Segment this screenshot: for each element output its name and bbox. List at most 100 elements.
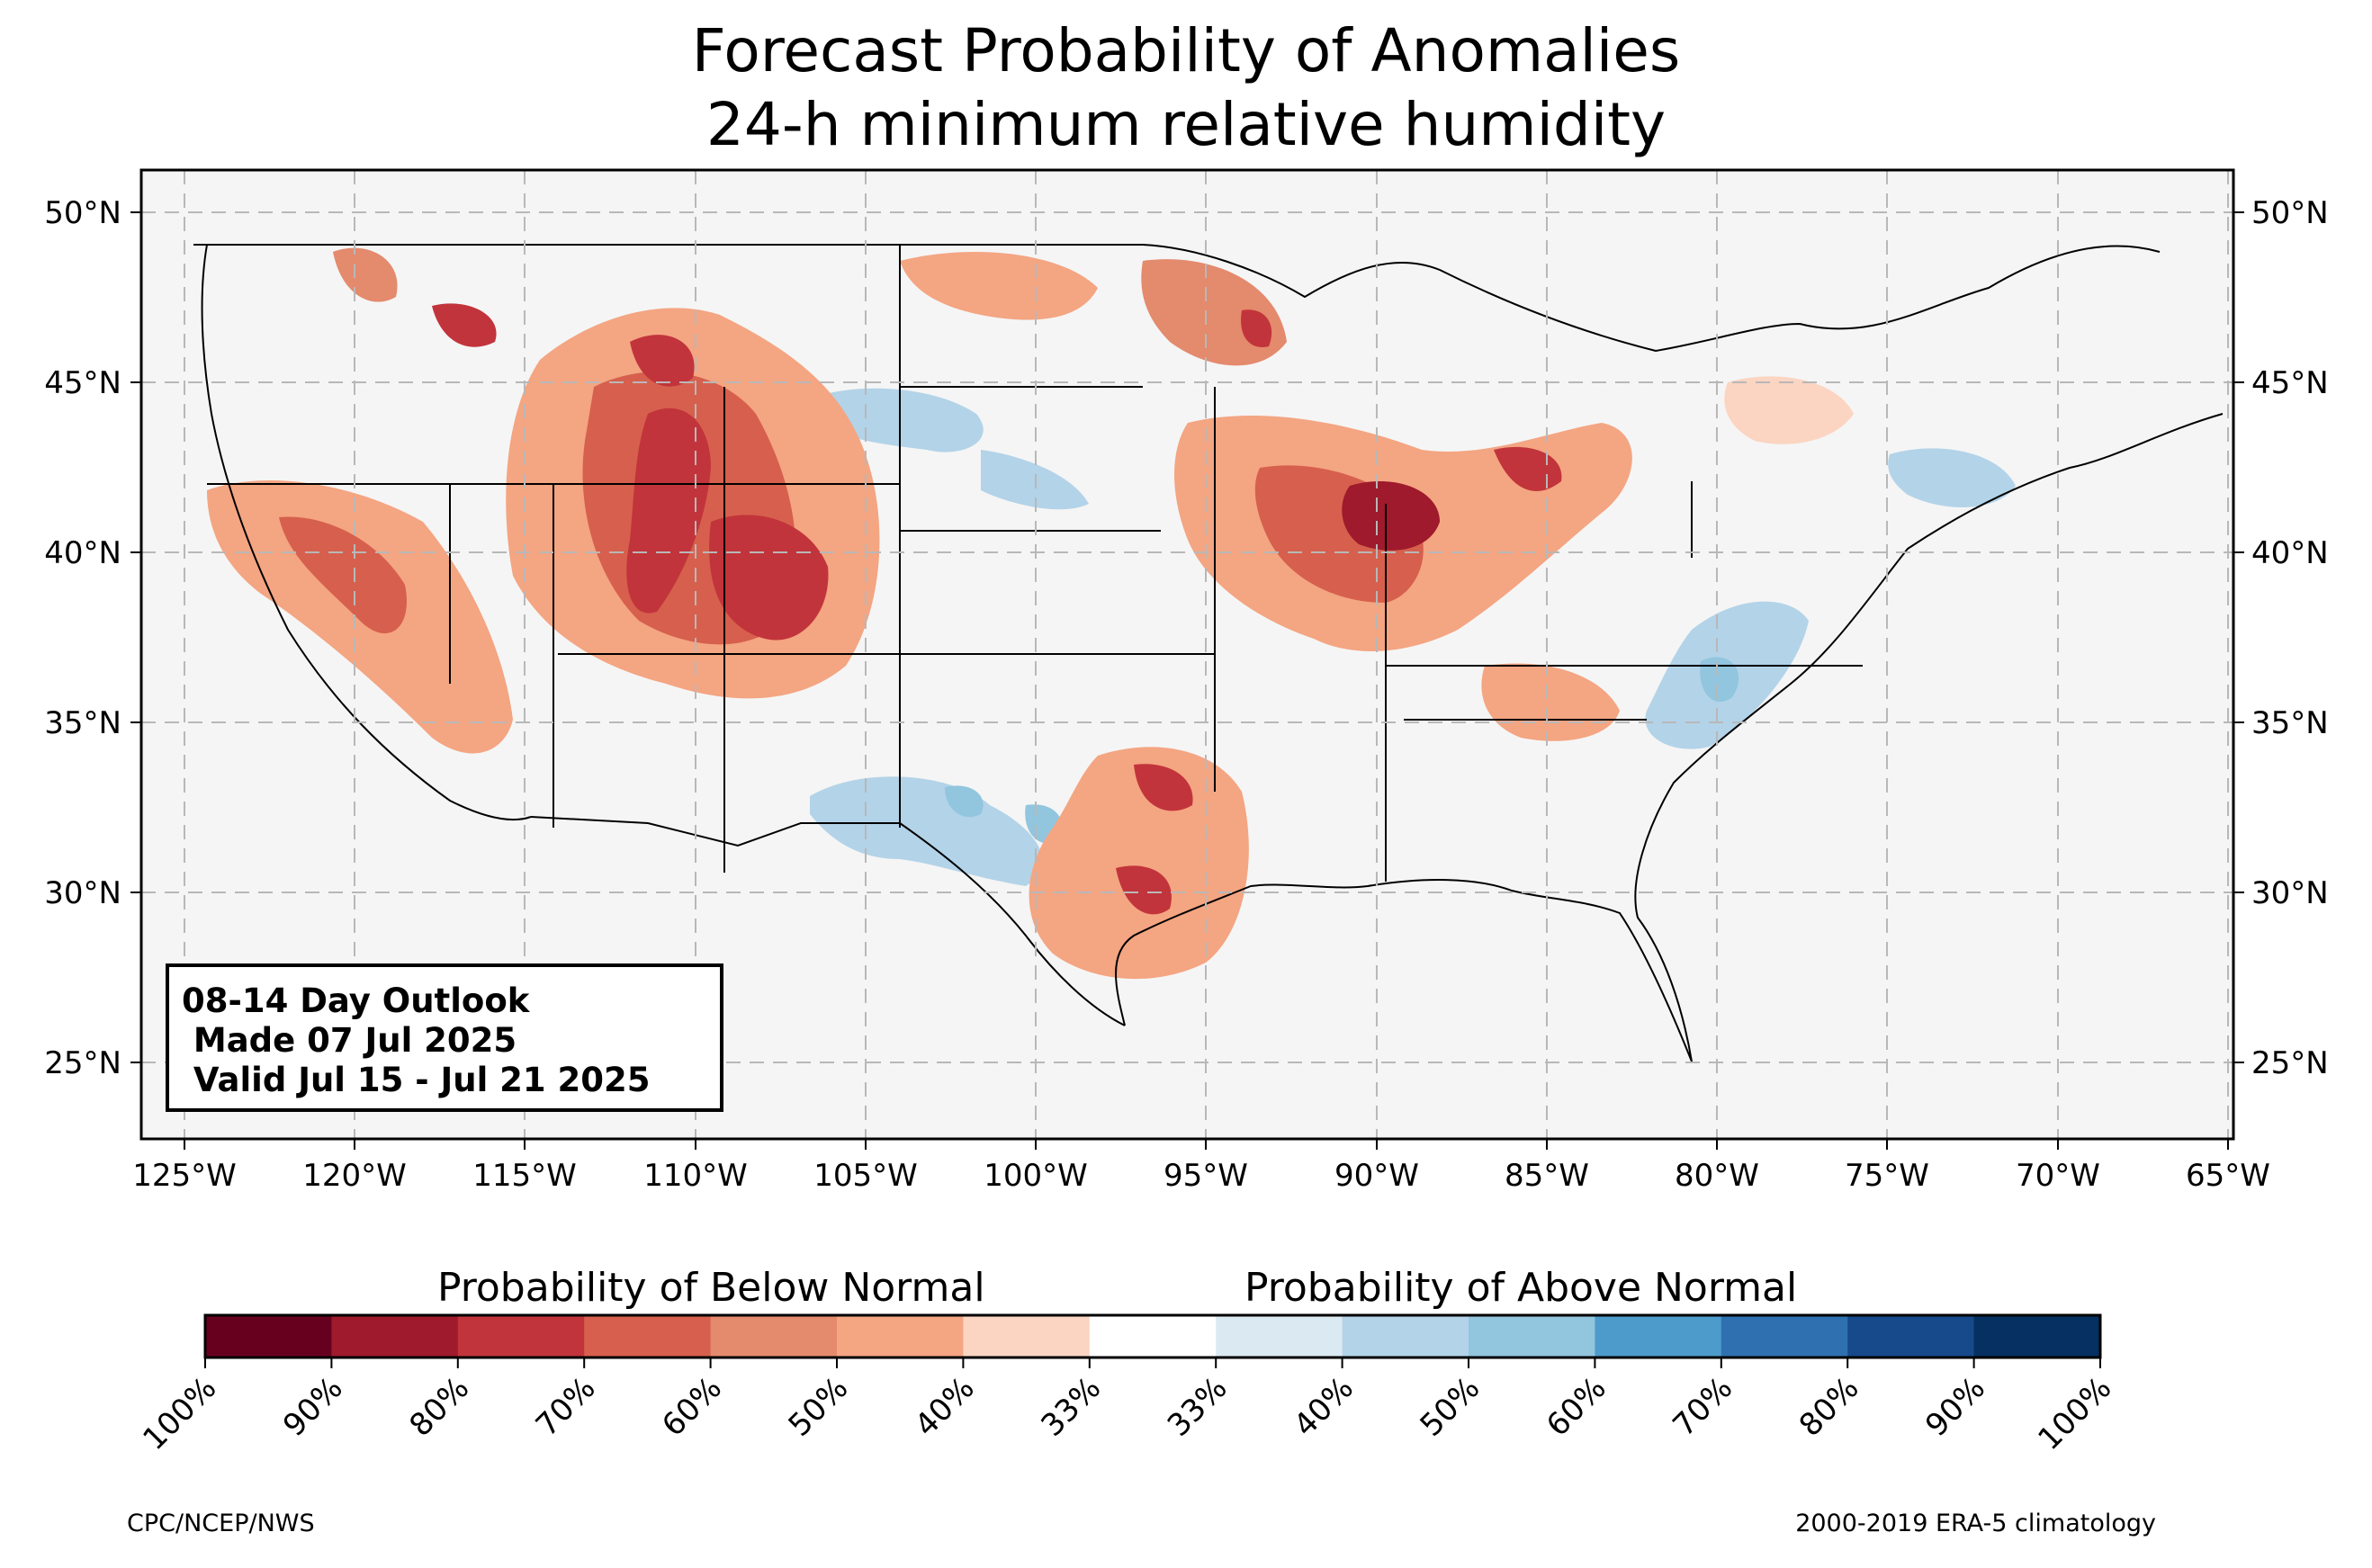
lat-label: 45°N (2251, 365, 2329, 401)
below-normal-core-minnesota (1241, 309, 1272, 347)
valid-dates: Valid Jul 15 - Jul 21 2025 (182, 1061, 651, 1099)
above-normal-regions (810, 388, 2016, 886)
colorbar-swatch (1721, 1315, 1848, 1357)
lat-label: 30°N (44, 875, 121, 911)
northern-border-line (193, 244, 2161, 353)
map-subtitle: 24-h minimum relative humidity (705, 90, 1667, 159)
colorbar-tick-label: 100% (2031, 1370, 2118, 1457)
colorbar-swatch (331, 1315, 459, 1357)
lon-label: 80°W (1675, 1158, 1759, 1194)
above-normal-area-southwest-texas (810, 776, 1043, 886)
colorbar-tick-label: 90% (1918, 1370, 1992, 1444)
lat-label: 50°N (44, 195, 121, 231)
map-frame (139, 168, 2235, 1141)
below-normal-regions (207, 247, 1854, 980)
lon-label: 85°W (1505, 1158, 1589, 1194)
colorbar-swatch (1595, 1315, 1722, 1357)
colorbar-swatch (584, 1315, 712, 1357)
colorbar-swatch (1973, 1315, 2101, 1357)
lat-label: 45°N (44, 365, 121, 401)
below-normal-core-idaho (630, 335, 695, 387)
colorbar-swatch (205, 1315, 332, 1357)
colorbar-below-label: Probability of Below Normal (437, 1265, 985, 1311)
below-normal-core-illinois (1342, 480, 1440, 551)
lon-label: 100°W (984, 1158, 1088, 1194)
colorbar-swatch (710, 1315, 838, 1357)
colorbar-swatch (837, 1315, 964, 1357)
colorbar-tick-label: 100% (136, 1370, 223, 1457)
boundary-lines (193, 244, 2224, 1062)
lon-label: 125°W (132, 1158, 237, 1194)
colorbar-tick-label: 33% (1161, 1370, 1235, 1444)
made-date: Made 07 Jul 2025 (182, 1021, 517, 1060)
latitude-labels-right: 50°N 45°N 40°N 35°N 30°N 25°N (2251, 195, 2329, 1081)
below-normal-core-colorado (709, 515, 829, 641)
colorbar-tick-label: 60% (1540, 1370, 1613, 1444)
colorbar-swatch (1847, 1315, 1975, 1357)
colorbar-tick-label: 70% (529, 1370, 603, 1444)
latitude-labels-left: 50°N 45°N 40°N 35°N 30°N 25°N (44, 195, 121, 1081)
colorbar-ticks: 100% 90% 80% 70% 60% 50% 40% 33% 33% 40% 50% 60% 70%… (136, 1357, 2118, 1457)
below-normal-area-new-york (1724, 376, 1854, 444)
colorbar-tick-label: 40% (1287, 1370, 1361, 1444)
below-normal-core-nevada (279, 516, 407, 634)
lat-label: 25°N (2251, 1045, 2329, 1081)
lon-label: 70°W (2016, 1158, 2100, 1194)
below-normal-core-utah (626, 408, 711, 614)
below-normal-core-north-texas (1134, 764, 1193, 811)
colorbar-tick-label: 40% (908, 1370, 982, 1444)
colorbar-tick-label: 90% (276, 1370, 350, 1444)
below-normal-core-idaho-panhandle (432, 303, 497, 347)
colorbar-swatch (1342, 1315, 1469, 1357)
above-normal-core-virginia (1700, 657, 1739, 703)
above-normal-area-new-england (1888, 448, 2016, 507)
colorbar-tick-label: 60% (655, 1370, 729, 1444)
credit-right: 2000-2019 ERA-5 climatology (1795, 1510, 2156, 1537)
above-normal-area-dakotas (819, 388, 984, 452)
colorbar-swatch (1216, 1315, 1343, 1357)
outlook-info-box: 08-14 Day Outlook Made 07 Jul 2025 Valid… (166, 963, 723, 1112)
below-normal-core-michigan (1494, 446, 1562, 491)
below-normal-area-washington (333, 247, 398, 302)
lon-label: 90°W (1334, 1158, 1419, 1194)
colorbar-tick-label: 50% (782, 1370, 856, 1444)
lon-label: 115°W (472, 1158, 577, 1194)
lon-label: 95°W (1164, 1158, 1248, 1194)
southern-border-line (530, 816, 1126, 1026)
lon-label: 65°W (2186, 1158, 2270, 1194)
lat-label: 25°N (44, 1045, 121, 1081)
lon-label: 75°W (1845, 1158, 1929, 1194)
west-coast-line (201, 244, 532, 820)
lat-label: 35°N (44, 705, 121, 741)
colorbar-tick-label: 33% (1034, 1370, 1108, 1444)
below-normal-area-north-dakota (900, 252, 1098, 320)
lon-label: 105°W (813, 1158, 918, 1194)
outlook-period: 08-14 Day Outlook (182, 981, 530, 1020)
colorbar-swatch (963, 1315, 1091, 1357)
lat-label: 30°N (2251, 875, 2329, 911)
lat-label: 50°N (2251, 195, 2329, 231)
colorbar-frame (203, 1313, 2102, 1359)
below-normal-area-texas (1029, 747, 1249, 980)
colorbar-tick-label: 70% (1666, 1370, 1739, 1444)
lon-label: 110°W (643, 1158, 748, 1194)
map-title: Forecast Probability of Anomalies (691, 16, 1681, 85)
colorbar-above-label: Probability of Above Normal (1244, 1265, 1798, 1311)
longitude-labels: 125°W 120°W 115°W 110°W 105°W 100°W 95°W… (132, 1158, 2270, 1194)
lon-label: 120°W (302, 1158, 407, 1194)
colorbar-swatch (457, 1315, 585, 1357)
above-normal-core-southwest-texas (945, 785, 984, 818)
coastline-line (1115, 413, 2224, 1062)
lat-label: 40°N (44, 535, 121, 571)
below-normal-area-tennessee (1481, 663, 1620, 741)
colorbar-swatch (1469, 1315, 1595, 1357)
below-normal-core-south-texas (1116, 865, 1172, 915)
colorbar-tick-label: 80% (1792, 1370, 1866, 1444)
colorbar-swatches (205, 1315, 2101, 1357)
lat-label: 35°N (2251, 705, 2329, 741)
tick-marks (130, 211, 2244, 1150)
colorbar-tick-label: 80% (402, 1370, 476, 1444)
credit-left: CPC/NCEP/NWS (127, 1510, 315, 1537)
